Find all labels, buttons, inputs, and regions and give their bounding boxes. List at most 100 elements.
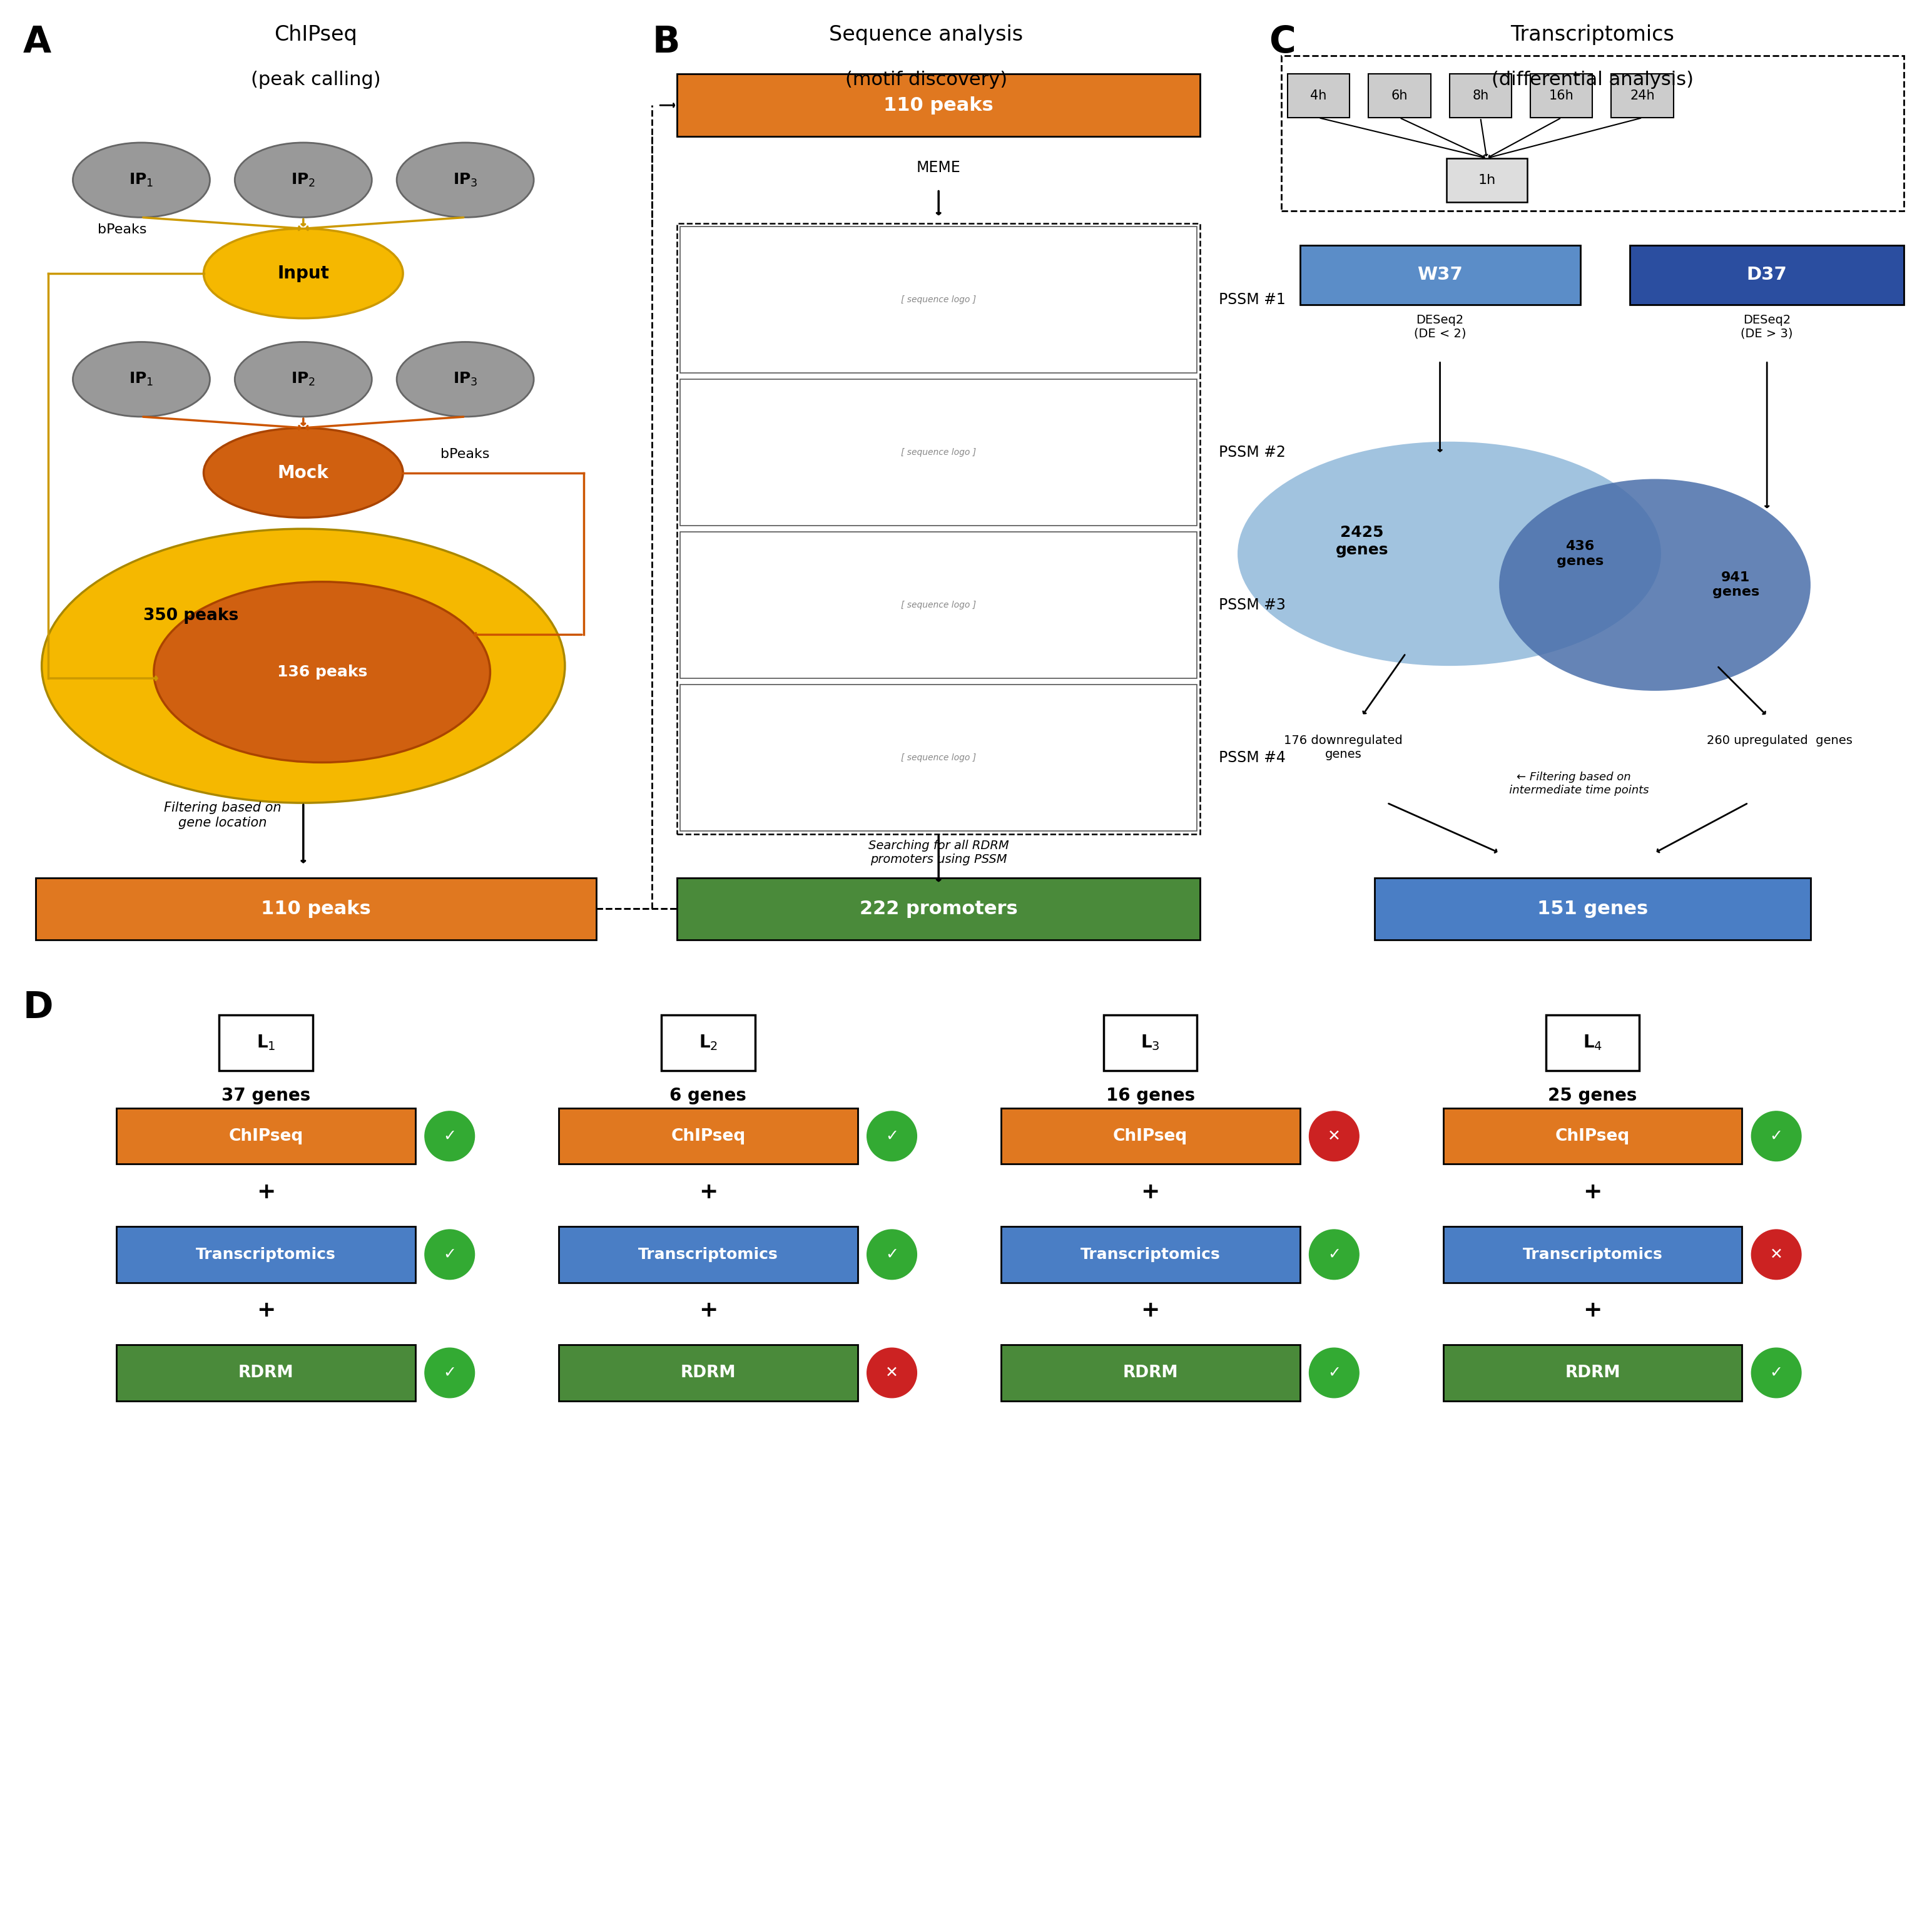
- Text: C: C: [1269, 25, 1296, 59]
- Text: IP$_2$: IP$_2$: [292, 172, 315, 188]
- Text: +: +: [1142, 1182, 1159, 1203]
- Text: L$_4$: L$_4$: [1582, 1033, 1602, 1052]
- Text: PSSM #2: PSSM #2: [1219, 445, 1285, 460]
- Text: ✓: ✓: [442, 1129, 456, 1144]
- Ellipse shape: [155, 582, 491, 763]
- Text: ← Filtering based on
   intermediate time points: ← Filtering based on intermediate time p…: [1499, 772, 1650, 795]
- Bar: [676, 224, 1200, 833]
- Ellipse shape: [396, 341, 533, 416]
- Text: 436
genes: 436 genes: [1557, 540, 1604, 567]
- Text: 8h: 8h: [1472, 90, 1490, 102]
- Text: ✓: ✓: [885, 1247, 898, 1263]
- Text: 136 peaks: 136 peaks: [276, 665, 367, 680]
- Bar: [1546, 1015, 1638, 1071]
- Bar: [116, 1345, 415, 1401]
- Text: 6h: 6h: [1391, 90, 1408, 102]
- Text: [ sequence logo ]: [ sequence logo ]: [900, 448, 976, 456]
- Text: 1h: 1h: [1478, 174, 1495, 186]
- Text: 4h: 4h: [1310, 90, 1327, 102]
- Circle shape: [1310, 1349, 1358, 1399]
- Ellipse shape: [1238, 441, 1662, 667]
- Text: [ sequence logo ]: [ sequence logo ]: [900, 295, 976, 305]
- Text: +: +: [1582, 1299, 1602, 1322]
- Bar: [676, 878, 1200, 941]
- Text: 151 genes: 151 genes: [1538, 901, 1648, 918]
- Bar: [558, 1345, 858, 1401]
- Bar: [1443, 1226, 1743, 1282]
- Text: ✓: ✓: [885, 1129, 898, 1144]
- Text: DESeq2
(DE < 2): DESeq2 (DE < 2): [1414, 314, 1466, 339]
- Text: PSSM #3: PSSM #3: [1219, 598, 1285, 613]
- Text: Transcriptomics: Transcriptomics: [1080, 1247, 1221, 1263]
- Text: ✓: ✓: [442, 1366, 456, 1380]
- Text: ChIPseq: ChIPseq: [1113, 1129, 1188, 1144]
- Text: DESeq2
(DE > 3): DESeq2 (DE > 3): [1741, 314, 1793, 339]
- Text: ✕: ✕: [1327, 1129, 1341, 1144]
- Text: 176 downregulated
genes: 176 downregulated genes: [1285, 734, 1403, 761]
- Text: 25 genes: 25 genes: [1548, 1086, 1636, 1104]
- Text: IP$_3$: IP$_3$: [452, 372, 477, 387]
- Text: ✓: ✓: [442, 1247, 456, 1263]
- Circle shape: [425, 1230, 475, 1280]
- Circle shape: [425, 1349, 475, 1399]
- Text: RDRM: RDRM: [1122, 1364, 1179, 1381]
- Text: +: +: [699, 1299, 717, 1322]
- Text: [ sequence logo ]: [ sequence logo ]: [900, 753, 976, 763]
- Text: 16 genes: 16 genes: [1105, 1086, 1194, 1104]
- Bar: [1001, 1107, 1300, 1165]
- Bar: [116, 1107, 415, 1165]
- Text: Mock: Mock: [278, 464, 328, 481]
- Text: IP$_3$: IP$_3$: [452, 172, 477, 188]
- Circle shape: [1310, 1111, 1358, 1161]
- Text: Transcriptomics: Transcriptomics: [638, 1247, 779, 1263]
- Text: RDRM: RDRM: [238, 1364, 294, 1381]
- Text: 16h: 16h: [1549, 90, 1575, 102]
- Text: MEME: MEME: [916, 161, 960, 174]
- Circle shape: [425, 1111, 475, 1161]
- Text: (peak calling): (peak calling): [251, 71, 381, 90]
- Text: ✓: ✓: [1770, 1129, 1783, 1144]
- Bar: [1447, 159, 1526, 201]
- Text: D37: D37: [1747, 266, 1787, 284]
- Ellipse shape: [73, 341, 211, 416]
- Ellipse shape: [236, 142, 371, 217]
- Text: A: A: [23, 25, 52, 59]
- Text: 350 peaks: 350 peaks: [143, 607, 240, 625]
- Text: ChIPseq: ChIPseq: [670, 1129, 746, 1144]
- Text: [ sequence logo ]: [ sequence logo ]: [900, 602, 976, 609]
- Text: 2425
genes: 2425 genes: [1335, 525, 1389, 558]
- Bar: [1631, 245, 1905, 305]
- Text: IP$_2$: IP$_2$: [292, 372, 315, 387]
- Ellipse shape: [396, 142, 533, 217]
- Text: ✕: ✕: [885, 1366, 898, 1380]
- Text: Transcriptomics: Transcriptomics: [195, 1247, 336, 1263]
- Text: Transcriptomics: Transcriptomics: [1511, 25, 1675, 44]
- Text: RDRM: RDRM: [680, 1364, 736, 1381]
- Bar: [1449, 75, 1511, 117]
- Text: RDRM: RDRM: [1565, 1364, 1621, 1381]
- Bar: [1443, 1345, 1743, 1401]
- Bar: [680, 533, 1198, 678]
- Bar: [1001, 1345, 1300, 1401]
- Bar: [1530, 75, 1592, 117]
- Text: +: +: [1582, 1182, 1602, 1203]
- Bar: [1001, 1226, 1300, 1282]
- Circle shape: [1752, 1230, 1801, 1280]
- Bar: [661, 1015, 755, 1071]
- Text: bPeaks: bPeaks: [440, 448, 489, 460]
- Text: Filtering based on
gene location: Filtering based on gene location: [164, 801, 280, 830]
- Text: IP$_1$: IP$_1$: [129, 372, 155, 387]
- Ellipse shape: [1499, 479, 1810, 692]
- Text: 24h: 24h: [1631, 90, 1656, 102]
- Text: PSSM #1: PSSM #1: [1219, 293, 1285, 307]
- Text: +: +: [699, 1182, 717, 1203]
- Bar: [1103, 1015, 1198, 1071]
- Text: D: D: [23, 991, 54, 1025]
- Text: L$_3$: L$_3$: [1140, 1033, 1159, 1052]
- Circle shape: [867, 1349, 918, 1399]
- Bar: [35, 878, 597, 941]
- Text: bPeaks: bPeaks: [99, 224, 147, 236]
- Text: ChIPseq: ChIPseq: [1555, 1129, 1631, 1144]
- Bar: [680, 379, 1198, 525]
- Bar: [218, 1015, 313, 1071]
